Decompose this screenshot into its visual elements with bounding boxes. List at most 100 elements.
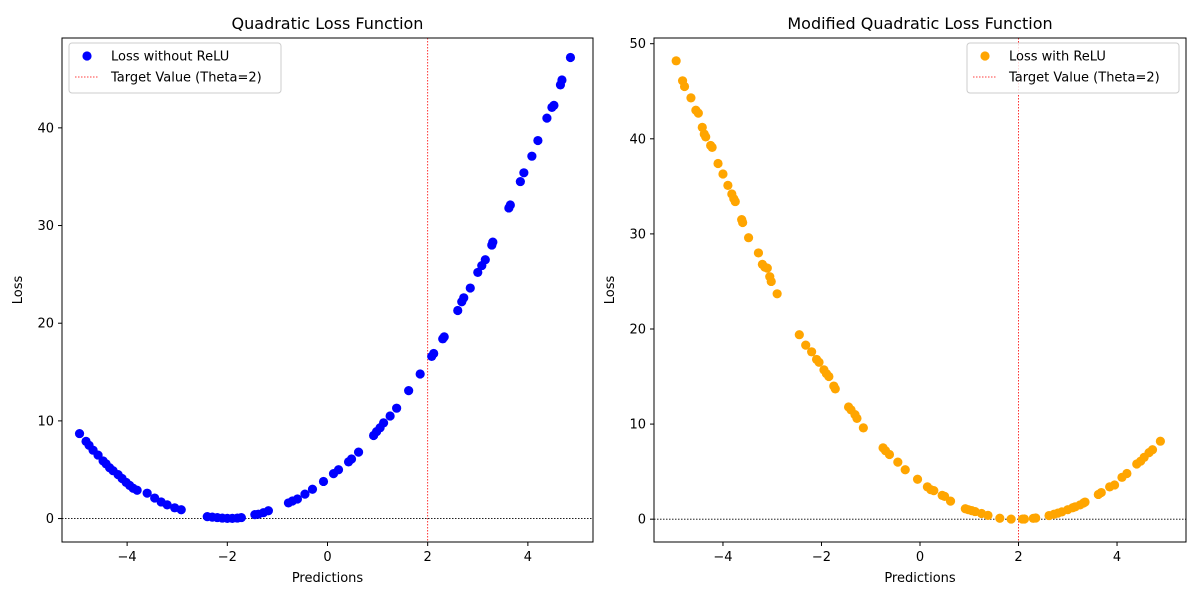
data-point [549,100,559,110]
data-point [807,347,817,357]
data-point [679,81,690,92]
data-point [1031,513,1041,523]
x-tick-label: 4 [1113,550,1121,565]
data-point [1096,487,1106,498]
data-point [693,108,703,118]
data-point [794,330,804,340]
x-tick-label: −2 [812,550,831,565]
data-point [379,418,389,428]
x-tick-label: 2 [424,550,432,565]
data-point [488,237,498,247]
data-point [753,248,764,258]
data-point [404,386,414,396]
x-axis-label: Predictions [292,571,364,586]
x-tick-label: 2 [1014,550,1022,565]
y-tick-label: 10 [629,418,646,433]
data-point [713,158,723,169]
data-point [852,413,862,423]
legend-label: Loss without ReLU [111,50,229,65]
data-point [814,357,824,367]
data-point [884,449,895,460]
data-point [766,276,776,287]
data-point [263,506,273,516]
y-tick-label: 40 [629,132,646,147]
data-point [346,454,357,464]
data-point [801,340,811,350]
data-point [415,369,425,379]
x-tick-label: −4 [713,550,732,565]
data-point [671,56,681,66]
x-tick-label: −4 [118,550,137,565]
data-point [533,135,543,146]
data-point [1155,436,1165,446]
data-point [723,180,733,190]
y-tick-label: 30 [629,227,646,242]
y-tick-label: 20 [37,317,54,332]
data-point [983,510,993,520]
data-point [236,512,246,523]
y-axis-label: Loss [11,276,26,305]
x-tick-label: 0 [323,550,331,565]
data-point [473,267,483,278]
data-point [1019,514,1030,524]
legend-marker [82,51,92,61]
y-tick-label: 0 [46,512,54,527]
y-tick-label: 10 [37,414,54,429]
data-point [385,411,395,421]
legend: Loss with ReLU Target Value (Theta=2) [966,42,1180,94]
data-point [945,496,956,506]
y-tick-label: 30 [37,219,54,234]
data-point [686,93,696,103]
data-point [300,489,310,499]
y-tick-label: 40 [37,121,54,136]
data-point [439,332,449,342]
data-point [858,423,868,433]
legend-box [966,42,1180,94]
data-point [465,283,475,293]
plot-frame [653,37,1187,543]
data-point [730,196,740,207]
data-point [429,348,439,359]
x-tick-label: 0 [916,550,924,565]
data-point [762,263,772,273]
x-tick-label: 4 [524,550,532,565]
data-point [307,484,318,494]
data-point [142,488,152,498]
data-point [392,403,402,413]
data-point [74,428,85,439]
data-point [912,474,923,484]
legend-label: Loss with ReLU [1009,50,1106,65]
data-point [542,113,552,123]
data-point [738,217,748,228]
y-axis-label: Loss [603,276,618,305]
data-point [701,132,711,142]
x-tick-label: −2 [218,550,237,565]
x-axis-label: Predictions [884,571,956,586]
chart-title: Quadratic Loss Function [232,14,424,33]
data-point [453,305,463,316]
data-point [132,485,142,495]
y-tick-label: 0 [638,513,646,528]
data-point [353,447,364,457]
data-point [565,52,576,63]
data-point [292,494,303,504]
plot-frame [61,37,594,543]
data-point [333,465,344,475]
data-point [557,75,567,85]
data-point [527,151,537,161]
data-point [1109,480,1120,490]
y-tick-label: 50 [629,37,646,52]
data-point [995,513,1005,523]
data-point [459,293,469,303]
legend-box [68,42,282,94]
data-point [1080,497,1090,507]
legend-label: Target Value (Theta=2) [1008,71,1160,86]
data-point [515,176,525,187]
data-point [743,233,754,243]
data-point [900,465,910,475]
data-point [480,255,490,265]
data-point [1122,468,1132,479]
legend: Loss without ReLU Target Value (Theta=2) [68,42,282,94]
legend-marker [980,51,990,61]
